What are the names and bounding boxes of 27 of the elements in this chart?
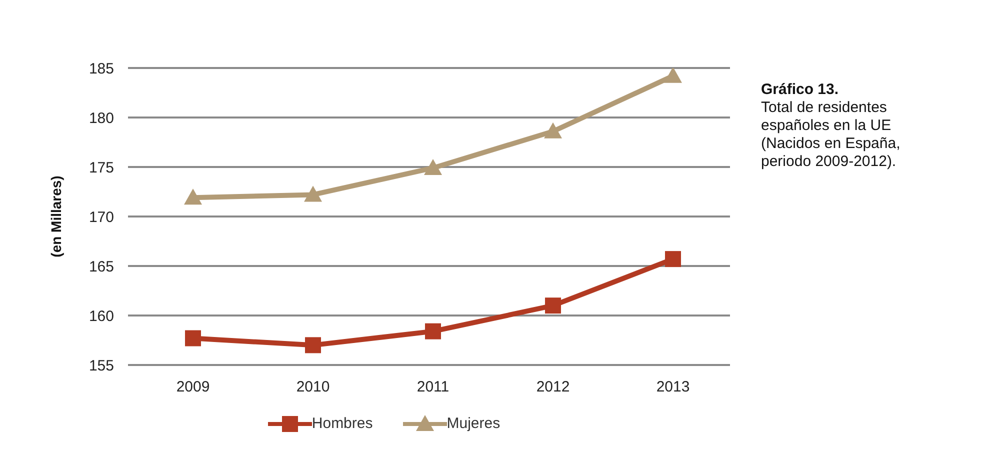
point <box>544 122 562 138</box>
y-tick-label: 185 <box>88 60 114 78</box>
x-tick-label: 2011 <box>416 378 450 396</box>
point <box>184 188 202 205</box>
y-tick-label: 160 <box>88 308 114 325</box>
x-tick-label: 2012 <box>536 378 570 396</box>
point <box>425 323 441 340</box>
point <box>304 186 322 202</box>
text: Gráfico 13. <box>761 81 840 99</box>
point <box>664 68 682 83</box>
x-tick-label: 2010 <box>296 378 330 396</box>
legend-label: Mujeres <box>446 414 500 433</box>
point <box>424 158 442 175</box>
y-tick-label: 180 <box>88 110 114 127</box>
point <box>665 251 681 268</box>
y-tick-label: 170 <box>88 208 114 226</box>
x-tick-label: 2009 <box>176 378 210 396</box>
y-axis-title: (en Millares) <box>48 176 64 258</box>
y-tick-label: 155 <box>88 357 114 374</box>
y-tick-label: 165 <box>88 258 114 276</box>
point <box>305 337 321 354</box>
point <box>545 298 561 314</box>
y-tick-label: 175 <box>88 159 114 176</box>
legend-label: Hombres <box>310 414 373 433</box>
point <box>185 330 201 346</box>
x-tick-label: 2013 <box>656 378 690 396</box>
text: Total de residentes españoles en la UE (Nacidos en España, periodo 2009-2012). <box>761 99 902 171</box>
